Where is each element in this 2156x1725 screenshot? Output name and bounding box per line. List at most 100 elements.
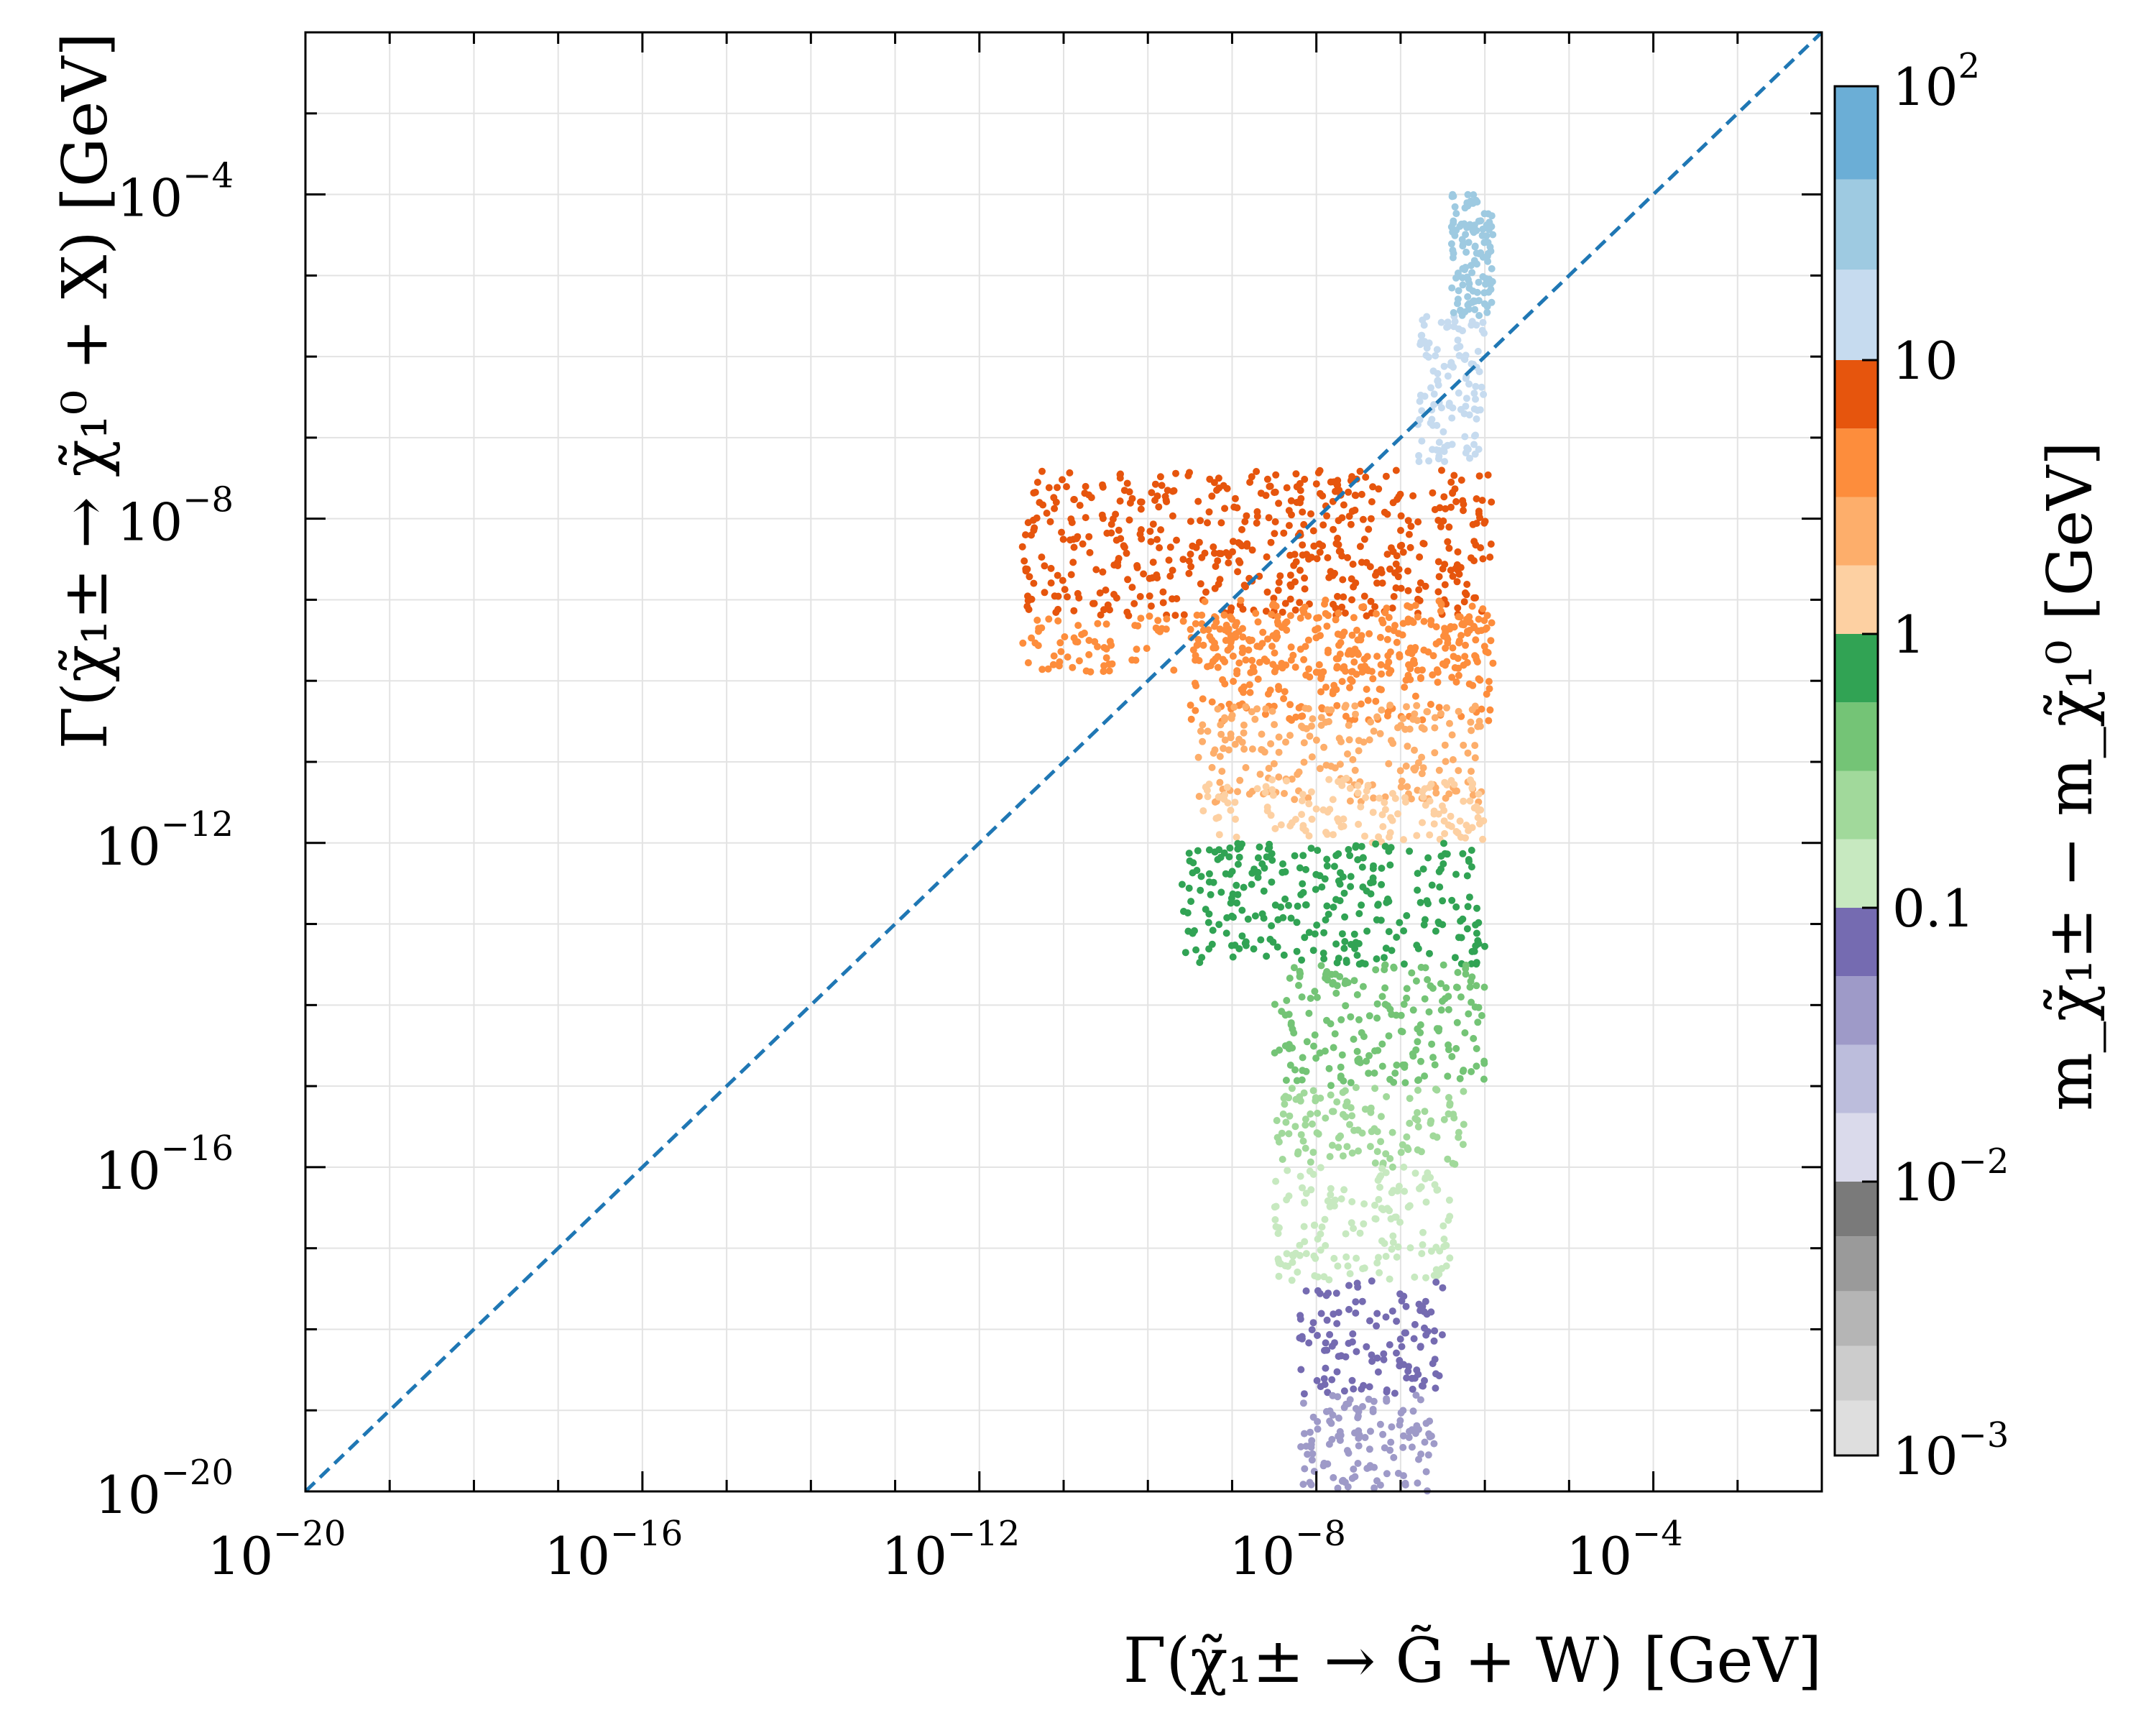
data-point (1322, 1114, 1330, 1122)
data-point (1279, 608, 1286, 616)
data-point (1332, 1289, 1340, 1297)
data-point (1217, 853, 1225, 861)
data-point (1433, 346, 1441, 354)
data-point (1350, 930, 1358, 938)
data-point (1427, 1308, 1435, 1316)
data-point (1275, 748, 1283, 756)
data-point (1193, 867, 1201, 874)
data-point (1397, 1409, 1405, 1417)
data-point (1397, 783, 1405, 791)
data-point (1414, 886, 1422, 894)
data-point (1194, 635, 1202, 643)
data-point (1340, 944, 1348, 952)
data-point (1302, 1121, 1309, 1129)
data-point (1279, 1110, 1287, 1118)
data-point (1363, 1465, 1371, 1472)
data-point (1229, 652, 1237, 660)
data-point (1082, 482, 1089, 490)
data-point (1323, 902, 1331, 910)
data-point (1323, 855, 1331, 863)
data-point (1437, 865, 1445, 873)
data-point (1240, 745, 1248, 753)
data-point (1444, 441, 1452, 449)
data-point (1431, 1181, 1439, 1189)
data-point (1488, 264, 1496, 272)
data-point (1385, 625, 1393, 633)
data-point (1360, 738, 1368, 746)
data-point (1469, 791, 1477, 799)
data-point (1245, 790, 1253, 798)
data-point (1342, 1230, 1350, 1238)
data-point (1320, 1273, 1328, 1281)
data-point (1473, 260, 1480, 268)
data-point (1355, 820, 1363, 828)
data-cluster (1296, 1277, 1447, 1398)
data-point (1204, 519, 1211, 527)
data-point (1387, 844, 1395, 852)
data-point (1312, 1254, 1319, 1262)
data-point (1125, 516, 1133, 524)
data-point (1302, 901, 1309, 908)
data-point (1217, 550, 1225, 558)
data-point (1264, 635, 1271, 643)
data-point (1216, 576, 1224, 584)
data-point (1368, 1351, 1376, 1359)
data-point (1355, 650, 1362, 658)
data-point (1335, 548, 1343, 555)
data-point (1195, 538, 1203, 546)
data-point (1373, 1310, 1381, 1317)
data-point (1327, 1420, 1335, 1427)
data-point (1318, 883, 1326, 891)
data-point (1322, 684, 1330, 691)
data-point (1146, 574, 1153, 582)
data-point (1475, 472, 1483, 480)
data-point (1311, 988, 1319, 995)
data-point (1356, 1229, 1364, 1237)
data-point (1393, 1254, 1401, 1261)
data-point (1470, 360, 1478, 368)
data-point (1422, 1274, 1429, 1282)
data-point (1285, 901, 1292, 909)
data-point (1290, 964, 1298, 972)
data-point (1205, 781, 1213, 788)
data-point (1204, 919, 1212, 926)
data-point (1045, 615, 1053, 623)
data-point (1261, 788, 1269, 796)
y-tick-label: 10−16 (95, 1128, 234, 1201)
data-point (1396, 1417, 1404, 1425)
data-point (1170, 666, 1178, 674)
data-point (1414, 595, 1422, 603)
data-point (1377, 1138, 1385, 1146)
data-point (1269, 791, 1277, 799)
data-point (1419, 1382, 1427, 1390)
data-point (1472, 382, 1480, 390)
data-point (1379, 823, 1387, 831)
data-point (1435, 766, 1443, 774)
data-point (1460, 598, 1468, 606)
data-point (1345, 846, 1353, 853)
data-point (1354, 1412, 1362, 1420)
data-point (1271, 901, 1279, 909)
data-point (1302, 865, 1309, 873)
data-point (1268, 856, 1276, 864)
data-point (1276, 1046, 1284, 1054)
data-point (1340, 593, 1348, 601)
data-point (1415, 1076, 1422, 1084)
data-point (1358, 490, 1365, 498)
data-point (1358, 901, 1365, 909)
data-point (1165, 556, 1173, 564)
data-point (1294, 770, 1302, 778)
data-point (1300, 520, 1308, 528)
data-point (1409, 659, 1416, 667)
data-point (1473, 904, 1480, 912)
data-point (1431, 714, 1439, 722)
data-point (1086, 548, 1094, 556)
data-point (1484, 471, 1492, 479)
colorbar-band (1835, 360, 1878, 429)
data-point (1272, 1177, 1280, 1185)
data-point (1102, 620, 1110, 628)
data-point (1452, 210, 1460, 218)
data-point (1450, 217, 1457, 225)
data-point (1413, 1422, 1421, 1430)
data-point (1468, 262, 1475, 270)
